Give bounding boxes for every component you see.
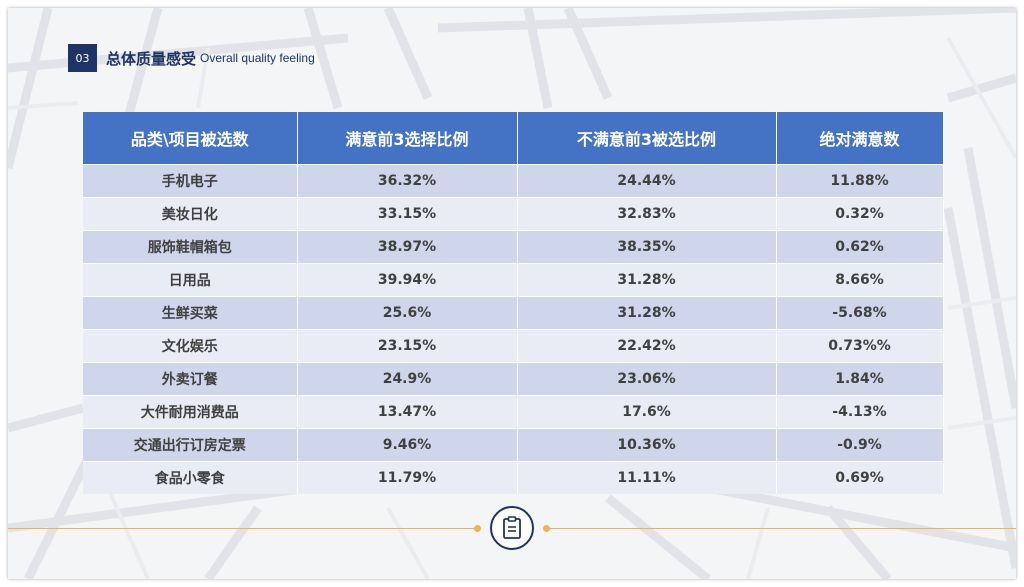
section-title-cn: 总体质量感受 — [106, 49, 197, 68]
table-row: 交通出行订房定票 9.46% 10.36% -0.9% — [83, 428, 944, 462]
clipboard-icon — [503, 516, 521, 539]
cell-value: 0.62% — [776, 230, 944, 264]
cell-value: 23.15% — [297, 329, 518, 363]
footer-line-right — [546, 528, 1016, 529]
cell-value: 22.42% — [517, 329, 777, 363]
table-row: 手机电子 36.32% 24.44% 11.88% — [83, 164, 944, 198]
table-row: 大件耐用消费品 13.47% 17.6% -4.13% — [83, 395, 944, 429]
cell-value: 33.15% — [297, 197, 518, 231]
cell-value: 11.11% — [517, 461, 777, 494]
section-title-en: Overall quality feeling — [200, 51, 315, 65]
table-row: 生鲜买菜 25.6% 31.28% -5.68% — [83, 296, 944, 330]
cell-value: 8.66% — [776, 263, 944, 297]
header-category: 品类\项目被选数 — [83, 112, 298, 165]
cell-value: 11.79% — [297, 461, 518, 494]
cell-value: 31.28% — [517, 296, 777, 330]
cell-value: 39.94% — [297, 263, 518, 297]
cell-value: 23.06% — [517, 362, 777, 396]
cell-category: 大件耐用消费品 — [83, 395, 298, 429]
cell-value: -0.9% — [776, 428, 944, 462]
cell-value: -4.13% — [776, 395, 944, 429]
header-absolute-satisfaction: 绝对满意数 — [776, 112, 944, 165]
cell-value: 1.84% — [776, 362, 944, 396]
cell-category: 文化娱乐 — [83, 329, 298, 363]
table-row: 食品小零食 11.79% 11.11% 0.69% — [83, 461, 944, 494]
section-header: 03 总体质量感受 Overall quality feeling — [68, 44, 315, 72]
table-row: 外卖订餐 24.9% 23.06% 1.84% — [83, 362, 944, 396]
cell-value: 24.9% — [297, 362, 518, 396]
cell-category: 食品小零食 — [83, 461, 298, 494]
table-header-row: 品类\项目被选数 满意前3选择比例 不满意前3被选比例 绝对满意数 — [83, 112, 944, 165]
table-row: 日用品 39.94% 31.28% 8.66% — [83, 263, 944, 297]
cell-category: 手机电子 — [83, 164, 298, 198]
table-row: 美妆日化 33.15% 32.83% 0.32% — [83, 197, 944, 231]
footer-line-left — [8, 528, 478, 529]
table-row: 文化娱乐 23.15% 22.42% 0.73%% — [83, 329, 944, 363]
cell-value: 24.44% — [517, 164, 777, 198]
cell-value: 17.6% — [517, 395, 777, 429]
cell-value: 38.35% — [517, 230, 777, 264]
cell-value: 11.88% — [776, 164, 944, 198]
footer-dot-right — [543, 525, 550, 532]
cell-value: 9.46% — [297, 428, 518, 462]
satisfaction-table: 品类\项目被选数 满意前3选择比例 不满意前3被选比例 绝对满意数 手机电子 3… — [83, 112, 944, 494]
cell-value: 36.32% — [297, 164, 518, 198]
cell-value: 0.69% — [776, 461, 944, 494]
table-row: 服饰鞋帽箱包 38.97% 38.35% 0.62% — [83, 230, 944, 264]
footer-emblem — [490, 506, 534, 550]
cell-value: 10.36% — [517, 428, 777, 462]
cell-value: -5.68% — [776, 296, 944, 330]
footer-dot-left — [474, 525, 481, 532]
cell-value: 13.47% — [297, 395, 518, 429]
header-satisfied-top3: 满意前3选择比例 — [297, 112, 518, 165]
cell-category: 生鲜买菜 — [83, 296, 298, 330]
cell-value: 25.6% — [297, 296, 518, 330]
cell-value: 31.28% — [517, 263, 777, 297]
cell-category: 交通出行订房定票 — [83, 428, 298, 462]
cell-category: 美妆日化 — [83, 197, 298, 231]
cell-value: 0.73%% — [776, 329, 944, 363]
cell-value: 38.97% — [297, 230, 518, 264]
cell-value: 0.32% — [776, 197, 944, 231]
cell-category: 外卖订餐 — [83, 362, 298, 396]
cell-category: 服饰鞋帽箱包 — [83, 230, 298, 264]
header-unsatisfied-top3: 不满意前3被选比例 — [517, 112, 777, 165]
slide: 03 总体质量感受 Overall quality feeling 品类\项目被… — [8, 8, 1016, 579]
cell-category: 日用品 — [83, 263, 298, 297]
cell-value: 32.83% — [517, 197, 777, 231]
section-number-badge: 03 — [68, 44, 97, 72]
